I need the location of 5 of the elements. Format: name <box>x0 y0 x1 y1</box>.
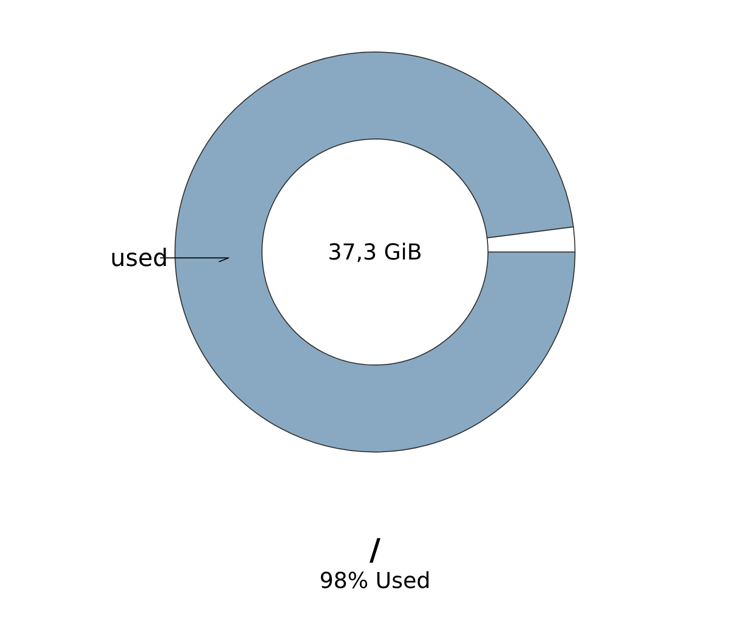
text: 98% Used <box>320 569 430 594</box>
text: / <box>370 533 381 568</box>
slice-label: used <box>110 244 168 272</box>
text: 37,3 GiB <box>328 240 422 266</box>
donut-slice <box>174 52 576 452</box>
